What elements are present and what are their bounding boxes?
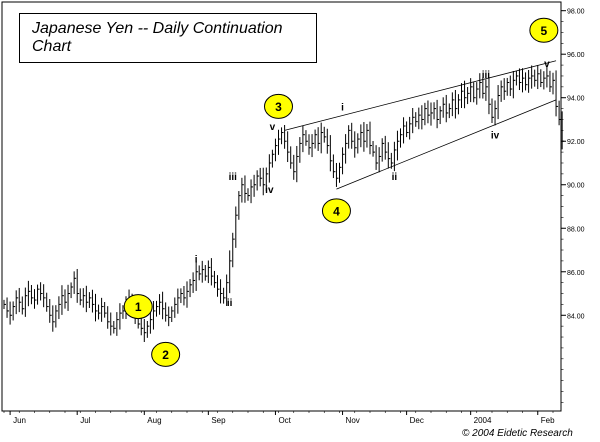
y-tick-label: 84.00 <box>567 313 585 320</box>
wave-label-roman: iv <box>491 131 500 142</box>
wave-label-roman: i <box>195 255 198 266</box>
wave-label-roman: v <box>544 59 550 70</box>
y-tick-label: 98.00 <box>567 9 585 16</box>
wave-label-roman: i <box>341 102 344 113</box>
wave-label-number: 2 <box>162 348 169 362</box>
chart-title-box: Japanese Yen -- Daily Continuation Chart <box>19 13 317 63</box>
wave-label-roman: ii <box>392 172 398 183</box>
wave-label-roman: ii <box>227 298 233 309</box>
y-tick-label: 94.00 <box>567 96 585 103</box>
wave-label-circle <box>123 294 153 320</box>
wedge-trendline <box>284 60 557 131</box>
chart-title: Japanese Yen -- Daily Continuation Chart <box>32 20 283 55</box>
x-tick-label: Sep <box>211 416 226 425</box>
wave-label-roman: iii <box>482 70 491 81</box>
copyright-text: © 2004 Eidetic Research <box>462 428 573 439</box>
y-tick-label: 90.00 <box>567 183 585 190</box>
wave-label-circle <box>321 198 351 224</box>
x-tick-label: Feb <box>541 416 555 425</box>
y-tick-label: 92.00 <box>567 139 585 146</box>
y-tick-label: 86.00 <box>567 270 585 277</box>
wave-label-number: 4 <box>333 204 340 218</box>
wave-label-roman: iv <box>265 185 274 196</box>
x-tick-label: Oct <box>278 416 291 425</box>
wedge-trendline <box>336 99 557 190</box>
x-tick-label: 2004 <box>474 416 492 425</box>
wave-label-roman: iii <box>229 172 238 183</box>
x-tick-label: Aug <box>147 416 161 425</box>
wave-label-number: 5 <box>541 24 548 38</box>
x-tick-label: Jun <box>13 416 26 425</box>
wave-label-circle <box>264 93 293 119</box>
wave-label-circle <box>529 17 559 43</box>
x-tick-label: Nov <box>346 416 360 425</box>
wave-label-number: 3 <box>275 100 282 114</box>
y-tick-label: 88.00 <box>567 226 585 233</box>
wave-label-roman: v <box>270 122 276 133</box>
x-tick-label: Dec <box>410 416 424 425</box>
plot-frame <box>1 1 562 412</box>
wave-label-circle <box>151 341 181 367</box>
x-tick-label: Jul <box>80 416 90 425</box>
y-tick-label: 96.00 <box>567 52 585 59</box>
wave-label-number: 1 <box>135 300 142 314</box>
